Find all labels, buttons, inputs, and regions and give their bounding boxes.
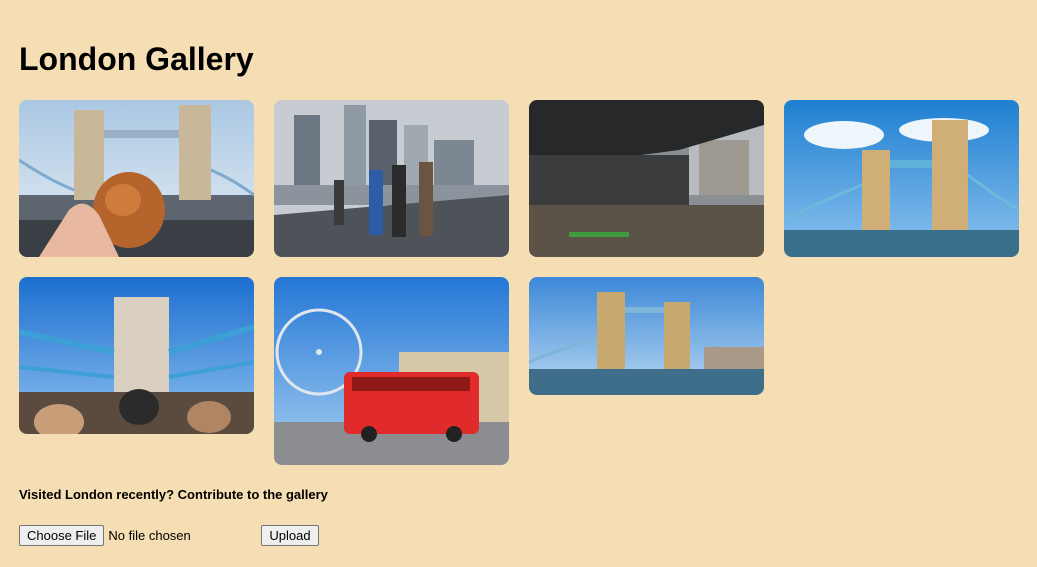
gallery-image-tower-bridge-sunny[interactable]: [784, 100, 1019, 257]
choose-file-button[interactable]: Choose File: [19, 525, 105, 546]
contribute-prompt: Visited London recently? Contribute to t…: [19, 487, 328, 502]
upload-button[interactable]: Upload: [261, 525, 319, 546]
upload-form: Choose File No file chosen Upload: [19, 525, 319, 546]
gallery-image-tower-bridge-pastry[interactable]: [19, 100, 254, 257]
photo-tower-bridge-pastry: [19, 100, 254, 257]
gallery-image-tower-bridge-river[interactable]: [529, 277, 764, 395]
photo-under-bridge-river: [529, 100, 764, 257]
page-title: London Gallery: [19, 41, 254, 77]
photo-tower-bridge-sunny: [784, 100, 1019, 257]
photo-tower-bridge-deck: [19, 277, 254, 434]
gallery-image-city-walkway[interactable]: [274, 100, 509, 257]
photo-tower-bridge-river: [529, 277, 764, 395]
gallery-image-tower-bridge-deck[interactable]: [19, 277, 254, 434]
photo-city-walkway: [274, 100, 509, 257]
gallery-image-under-bridge-river[interactable]: [529, 100, 764, 257]
file-status-label: No file chosen: [108, 528, 191, 543]
photo-london-eye-bus: [274, 277, 509, 465]
gallery-image-london-eye-bus[interactable]: [274, 277, 509, 465]
